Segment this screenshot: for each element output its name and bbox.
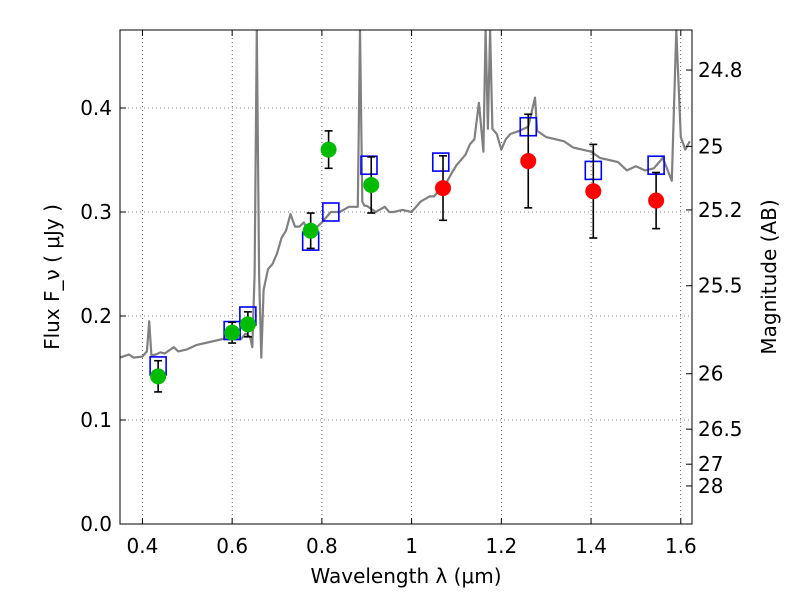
observed-photometry-point [435,180,452,197]
right-tick-label: 27 [698,452,723,476]
observed-photometry-point [150,368,167,385]
x-axis-title: Wavelength λ (μm) [310,564,501,588]
y-tick-label: 0.1 [80,408,112,432]
y-tick-label: 0.4 [80,96,112,120]
y-tick-label: 0.3 [80,200,112,224]
right-tick-label: 25.5 [698,274,743,298]
observed-photometry-point [363,176,380,193]
right-tick-label: 25.2 [698,198,743,222]
x-tick-label: 1.6 [665,534,697,558]
x-tick-label: 0.8 [306,534,338,558]
right-tick-label: 26 [698,362,723,386]
y-tick-label: 0.0 [80,512,112,536]
observed-photometry-point [648,192,665,209]
x-tick-label: 1.4 [575,534,607,558]
observed-photometry-point [320,141,337,158]
model-photometry-square [322,202,340,222]
model-spectrum-line [120,30,691,359]
x-tick-label: 1.2 [485,534,517,558]
grid [120,30,692,525]
observed-photometry-point [585,183,602,200]
x-tick-label: 0.4 [127,534,159,558]
model-photometry-square [431,152,450,172]
x-tick-label: 1 [405,534,418,558]
x-tick-label: 0.6 [216,534,248,558]
observed-photometry-point [302,222,319,239]
right-axis-title: Magnitude (AB) [757,199,781,354]
observed-photometry-point [239,316,256,333]
plot-area [120,30,691,393]
right-tick-label: 25 [698,134,723,158]
right-tick-label: 24.8 [698,58,743,82]
plot-frame [119,29,693,525]
right-tick-label: 28 [698,474,723,498]
model-photometry-square [360,155,378,175]
right-tick-label: 26.5 [698,417,743,441]
y-tick-label: 0.2 [80,304,112,328]
observed-photometry-point [520,153,537,170]
observed-photometry-point [224,324,241,341]
y-axis-title: Flux F_ν ( μJy ) [40,204,64,350]
